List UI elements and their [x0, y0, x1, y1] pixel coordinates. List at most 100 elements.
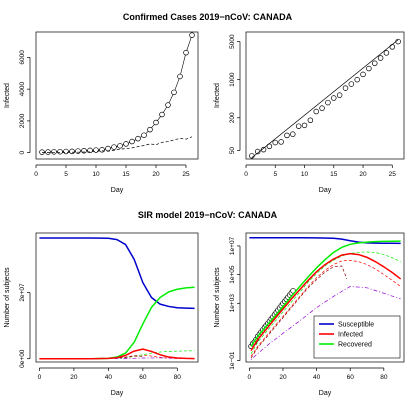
- legend-label-susceptible: Susceptible: [338, 322, 374, 329]
- data-point: [342, 85, 349, 91]
- data-point: [147, 126, 153, 133]
- top-title: Confirmed Cases 2019−nCoV: CANADA: [123, 12, 293, 22]
- x-tick-label: 0: [244, 171, 248, 178]
- recovered-line: [39, 286, 195, 360]
- data-point: [129, 138, 135, 145]
- data-point: [366, 65, 372, 72]
- data-layer: [39, 237, 195, 360]
- data-point: [336, 92, 343, 98]
- data-point: [69, 148, 75, 155]
- y-axis-label: Number of subjects: [214, 267, 221, 328]
- data-point: [81, 147, 87, 154]
- data-point: [111, 144, 117, 150]
- legend: Susceptible Infected Recovered: [313, 315, 401, 359]
- data-point: [325, 99, 331, 106]
- x-tick-label: 5: [64, 171, 68, 178]
- data-point: [117, 143, 123, 149]
- data-point: [254, 148, 261, 155]
- fit-line-line: [251, 39, 399, 158]
- data-point: [183, 49, 189, 56]
- chart-panel-2: 0 5 10 15 20 25 50 200 1000 5000 Day Infected: [214, 31, 405, 194]
- x-tick-label: 10: [92, 171, 100, 178]
- plot-frame: [245, 232, 405, 363]
- infected-line: [39, 348, 195, 360]
- bottom-title: SIR model 2019−nCoV: CANADA: [138, 210, 278, 220]
- x-tick-label: 25: [182, 171, 190, 178]
- data-point: [371, 60, 378, 67]
- y-tick-label: 50: [229, 147, 236, 155]
- data-layer: [249, 38, 401, 159]
- data-point: [383, 50, 390, 56]
- recovered-line: [250, 240, 401, 347]
- data-point: [290, 131, 296, 137]
- x-tick-label: 15: [330, 171, 338, 178]
- data-point: [360, 71, 366, 78]
- y-tick-label: 200: [229, 112, 236, 123]
- x-tick-label: 0: [38, 374, 42, 381]
- susceptible-line: [249, 237, 401, 245]
- y-tick-label: 1e−01: [229, 351, 236, 370]
- data-point: [51, 149, 57, 155]
- y-tick-label: 1e+07: [229, 236, 236, 255]
- x-tick-label: 60: [347, 374, 355, 381]
- data-point: [272, 139, 279, 146]
- y-axis-label: Number of subjects: [4, 267, 11, 328]
- x-tick-label: 15: [122, 171, 130, 178]
- series-line: [41, 35, 193, 153]
- data-point: [153, 119, 159, 126]
- data-point: [123, 141, 129, 147]
- plot-frame: [35, 232, 199, 363]
- data-point: [301, 122, 308, 129]
- data-point: [159, 111, 165, 118]
- x-axis-label: Day: [111, 390, 124, 397]
- data-layer: [39, 32, 195, 155]
- data-point: [389, 44, 396, 50]
- y-tick-label: 0: [19, 150, 26, 154]
- dashed-line: [42, 136, 193, 153]
- data-point: [331, 95, 337, 101]
- x-tick-label: 5: [273, 171, 277, 178]
- dashed-line: [250, 265, 348, 359]
- y-tick-label: 2e+07: [19, 283, 26, 302]
- data-point: [135, 135, 141, 142]
- x-tick-label: 20: [359, 171, 367, 178]
- dotdash-line: [250, 286, 401, 360]
- data-point: [295, 123, 302, 129]
- plot-frame: [35, 31, 199, 160]
- data-point: [189, 32, 195, 38]
- data-point: [99, 147, 105, 153]
- x-tick-label: 80: [174, 374, 182, 381]
- data-point: [63, 148, 69, 155]
- legend-box: [313, 315, 401, 359]
- x-tick-label: 20: [279, 374, 287, 381]
- y-tick-label: 1000: [229, 72, 236, 87]
- data-point: [377, 55, 384, 61]
- x-tick-label: 80: [380, 374, 388, 381]
- x-tick-label: 20: [152, 171, 160, 178]
- y-tick-label: 1e+03: [229, 294, 236, 313]
- x-axis-label: Day: [319, 390, 332, 397]
- x-tick-label: 10: [301, 171, 309, 178]
- data-point: [75, 148, 81, 154]
- data-layer: [248, 237, 402, 360]
- data-point: [260, 146, 267, 153]
- chart-panel-3: 0 20 40 60 80 0e+00 2e+07 Day Number of subjects: [4, 232, 199, 397]
- data-point: [177, 73, 183, 80]
- x-tick-label: 0: [34, 171, 38, 178]
- y-tick-label: 4000: [19, 82, 26, 97]
- data-point: [284, 132, 290, 139]
- x-tick-label: 60: [139, 374, 147, 381]
- data-point: [278, 139, 284, 145]
- x-axis-label: Day: [319, 187, 332, 194]
- x-tick-label: 20: [70, 374, 78, 381]
- x-tick-label: 0: [248, 374, 252, 381]
- dotdash-line: [39, 357, 195, 360]
- data-point: [171, 89, 177, 96]
- data-point: [141, 132, 147, 138]
- susceptible-line: [39, 237, 195, 310]
- data-point: [165, 102, 171, 108]
- x-tick-label: 25: [389, 171, 397, 178]
- y-tick-label: 1e+05: [229, 265, 236, 284]
- data-point: [313, 108, 319, 115]
